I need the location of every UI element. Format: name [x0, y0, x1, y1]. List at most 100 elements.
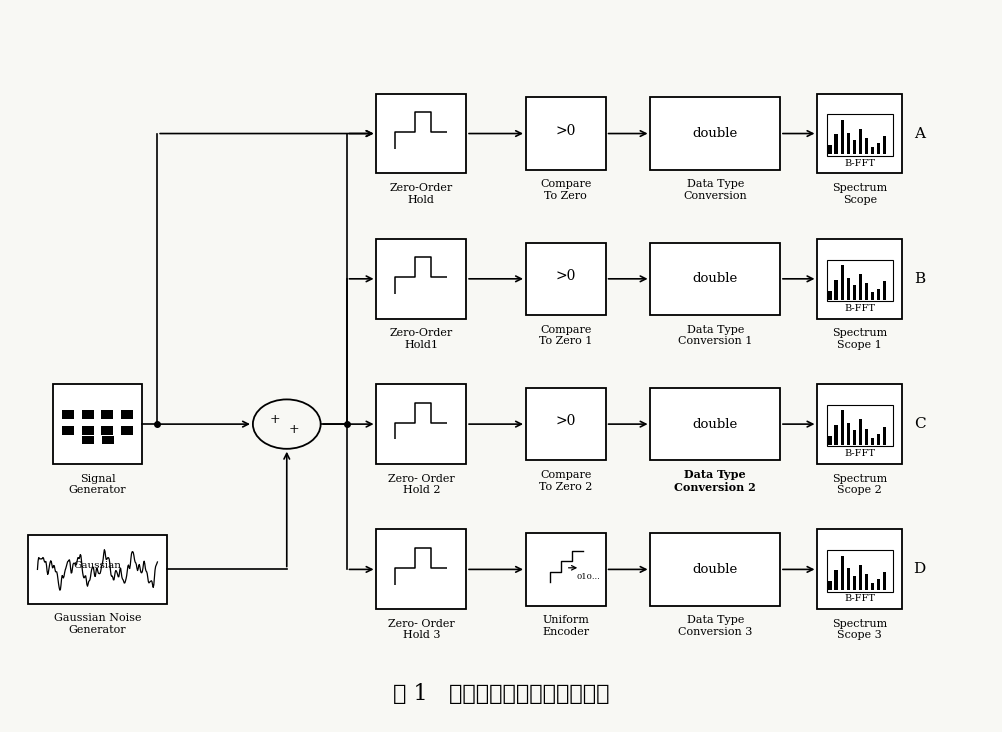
FancyBboxPatch shape	[818, 529, 902, 609]
Bar	[871, 583, 874, 590]
Bar	[877, 579, 880, 590]
Text: Spectrum
Scope 2: Spectrum Scope 2	[832, 474, 888, 496]
Text: >0: >0	[555, 124, 576, 138]
Bar	[827, 114, 893, 156]
Text: Signal
Generator: Signal Generator	[68, 474, 126, 496]
Bar	[827, 260, 893, 301]
Bar	[859, 274, 862, 299]
Bar	[847, 132, 850, 154]
Text: Gaussian Noise
Generator: Gaussian Noise Generator	[54, 613, 141, 635]
Bar	[835, 135, 838, 154]
Bar	[877, 434, 880, 445]
Text: Compare
To Zero 1: Compare To Zero 1	[539, 325, 592, 346]
FancyBboxPatch shape	[526, 533, 605, 605]
FancyBboxPatch shape	[526, 242, 605, 315]
Bar	[827, 405, 893, 447]
Bar	[82, 436, 94, 444]
Bar	[835, 280, 838, 299]
Bar	[847, 278, 850, 299]
Bar	[883, 427, 886, 445]
FancyBboxPatch shape	[377, 239, 466, 318]
FancyBboxPatch shape	[650, 388, 780, 460]
Text: Spectrum
Scope 3: Spectrum Scope 3	[832, 619, 888, 640]
Text: A: A	[914, 127, 925, 141]
Text: Data Type
Conversion 1: Data Type Conversion 1	[678, 325, 753, 346]
Bar	[841, 556, 844, 590]
Bar	[865, 283, 868, 299]
Text: double: double	[692, 418, 737, 430]
FancyBboxPatch shape	[377, 384, 466, 464]
Bar	[841, 265, 844, 299]
Bar	[121, 410, 133, 419]
Text: Spectrum
Scope: Spectrum Scope	[832, 183, 888, 205]
Bar	[871, 293, 874, 299]
Bar	[877, 143, 880, 154]
Text: Zero- Order
Hold 2: Zero- Order Hold 2	[388, 474, 455, 496]
Bar	[81, 426, 93, 435]
Bar	[835, 425, 838, 445]
Text: C: C	[914, 417, 925, 431]
Text: Zero- Order
Hold 3: Zero- Order Hold 3	[388, 619, 455, 640]
FancyBboxPatch shape	[650, 533, 780, 605]
Bar	[871, 147, 874, 154]
Bar	[853, 285, 856, 299]
Bar	[853, 430, 856, 445]
Text: Gaussian: Gaussian	[73, 561, 121, 569]
Text: B-FFT: B-FFT	[845, 594, 875, 603]
Text: double: double	[692, 272, 737, 285]
Text: Uniform
Encoder: Uniform Encoder	[542, 616, 589, 637]
Bar	[62, 426, 74, 435]
FancyBboxPatch shape	[52, 384, 142, 464]
Bar	[81, 410, 93, 419]
Text: Data Type
Conversion 3: Data Type Conversion 3	[678, 616, 753, 637]
Bar	[102, 436, 114, 444]
Bar	[877, 289, 880, 299]
FancyBboxPatch shape	[818, 239, 902, 318]
Text: B: B	[914, 272, 925, 285]
Text: double: double	[692, 563, 737, 576]
Text: B-FFT: B-FFT	[845, 449, 875, 458]
FancyBboxPatch shape	[526, 388, 605, 460]
Text: Data Type
Conversion: Data Type Conversion	[683, 179, 747, 201]
Text: +: +	[289, 422, 299, 436]
Bar	[829, 291, 832, 299]
Text: +: +	[270, 413, 281, 426]
Bar	[859, 419, 862, 445]
Text: Zero-Order
Hold1: Zero-Order Hold1	[390, 329, 453, 350]
Text: >0: >0	[555, 269, 576, 283]
Bar	[853, 140, 856, 154]
Bar	[121, 426, 133, 435]
FancyBboxPatch shape	[818, 94, 902, 173]
Text: D: D	[914, 562, 926, 576]
FancyBboxPatch shape	[526, 97, 605, 170]
Text: B-FFT: B-FFT	[845, 159, 875, 168]
Text: Zero-Order
Hold: Zero-Order Hold	[390, 183, 453, 205]
Bar	[841, 120, 844, 154]
Bar	[865, 574, 868, 590]
Bar	[829, 581, 832, 590]
Text: double: double	[692, 127, 737, 140]
Bar	[62, 410, 74, 419]
Text: 图 1   采样与量化过程的仿真模型: 图 1 采样与量化过程的仿真模型	[393, 684, 609, 706]
FancyBboxPatch shape	[818, 384, 902, 464]
Text: Data Type
Conversion 2: Data Type Conversion 2	[674, 469, 757, 493]
FancyBboxPatch shape	[377, 94, 466, 173]
Text: Compare
To Zero: Compare To Zero	[540, 179, 591, 201]
Bar	[841, 411, 844, 445]
Bar	[829, 146, 832, 154]
Bar	[865, 138, 868, 154]
Text: >0: >0	[555, 414, 576, 428]
Bar	[847, 568, 850, 590]
Bar	[829, 436, 832, 445]
Text: Spectrum
Scope 1: Spectrum Scope 1	[832, 329, 888, 350]
Text: Compare
To Zero 2: Compare To Zero 2	[539, 470, 592, 492]
Bar	[101, 410, 113, 419]
FancyBboxPatch shape	[377, 529, 466, 609]
Bar	[883, 572, 886, 590]
Bar	[859, 129, 862, 154]
Bar	[865, 428, 868, 445]
Text: B-FFT: B-FFT	[845, 304, 875, 313]
Bar	[871, 438, 874, 445]
FancyBboxPatch shape	[650, 242, 780, 315]
FancyBboxPatch shape	[650, 97, 780, 170]
